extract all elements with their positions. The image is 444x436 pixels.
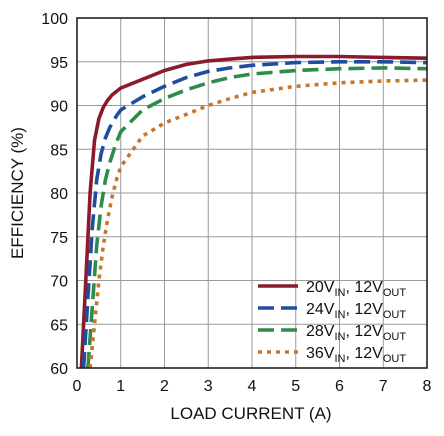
x-tick-label: 0 [73,378,82,395]
legend-item-4: 36VIN, 12VOUT [258,345,406,365]
x-tick-label: 4 [248,378,257,395]
x-tick-label: 2 [160,378,169,395]
legend-label: 24VIN, 12VOUT [306,301,406,321]
legend-item-1: 20VIN, 12VOUT [258,279,406,299]
x-tick-label: 6 [335,378,344,395]
y-tick-label: 100 [41,11,68,28]
x-tick-label: 8 [423,378,432,395]
y-tick-label: 90 [50,99,68,116]
y-tick-label: 95 [50,55,68,72]
series-line-2 [81,59,427,368]
x-tick-label: 1 [116,378,125,395]
series-line-4 [88,78,427,368]
y-tick-label: 70 [50,274,68,291]
series-lines [79,54,427,368]
y-tick-label: 65 [50,317,68,334]
series-line-1 [79,54,427,368]
legend-label: 36VIN, 12VOUT [306,345,406,365]
axes [76,17,428,369]
y-tick-label: 85 [50,142,68,159]
x-axis-title: LOAD CURRENT (A) [170,404,331,423]
y-axis-title: EFFICIENCY (%) [8,127,27,259]
legend-label: 20VIN, 12VOUT [306,279,406,299]
legend-item-3: 28VIN, 12VOUT [258,323,406,343]
x-tick-label: 3 [204,378,213,395]
y-tick-label: 75 [50,230,68,247]
tick-labels: 0 1 2 3 4 5 6 7 8 60 65 70 75 80 85 90 95 100 [41,11,431,395]
x-tick-label: 7 [379,378,388,395]
legend-item-2: 24VIN, 12VOUT [258,301,406,321]
y-tick-label: 60 [50,361,68,378]
legend-label: 28VIN, 12VOUT [306,323,406,343]
plot-frame [76,17,428,369]
y-tick-label: 80 [50,186,68,203]
series-line-3 [86,66,427,368]
x-tick-label: 5 [291,378,300,395]
